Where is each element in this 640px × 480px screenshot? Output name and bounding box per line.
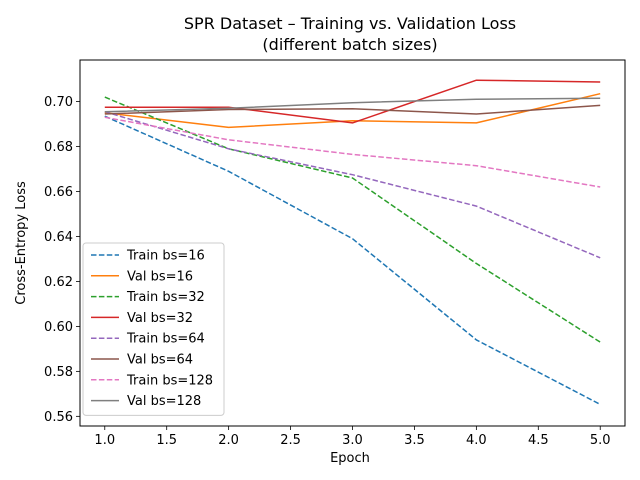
series-line-3 [104,79,601,124]
y-axis: 0.56 0.58 0.60 0.62 0.64 0.66 0.68 0.70 [44,95,80,425]
legend-box [82,242,225,416]
x-tick-label-0: 1.0 [94,433,115,448]
y-tick-label-0: 0.56 [44,410,73,425]
x-tick-label-2: 2.0 [218,433,239,448]
y-tick-label-1: 0.58 [44,365,73,380]
legend: Train bs=16 Val bs=16 Train bs=32 Val bs=32… [82,242,225,416]
x-tick-label-1: 1.5 [156,433,177,448]
x-tick-label-6: 4.0 [466,433,487,448]
legend-entry-3: Val bs=32 [127,311,193,326]
x-tick-label-5: 3.5 [404,433,425,448]
series-line-1 [104,92,601,129]
legend-entry-2: Train bs=32 [126,290,205,305]
x-axis: 1.0 1.5 2.0 2.5 3.0 3.5 4.0 4.5 5.0 [94,426,611,448]
series-line-4 [104,110,601,259]
y-tick-label-3: 0.62 [44,275,73,290]
legend-entry-6: Train bs=128 [126,373,213,388]
legend-entry-1: Val bs=16 [127,269,193,284]
series-line-5 [104,104,601,115]
x-tick-label-3: 2.5 [280,433,301,448]
y-tick-label-7: 0.70 [44,95,73,110]
chart-title: SPR Dataset – Training vs. Validation Lo… [184,14,516,33]
legend-entry-4: Train bs=64 [126,332,205,347]
x-axis-label: Epoch [330,451,370,466]
y-tick-label-5: 0.66 [44,185,73,200]
plot-lines [104,79,601,406]
series-line-6 [104,116,601,188]
series-line-0 [104,115,601,406]
legend-entry-5: Val bs=64 [127,353,193,368]
y-tick-label-6: 0.68 [44,140,73,155]
x-tick-label-7: 4.5 [528,433,549,448]
chart-subtitle: (different batch sizes) [262,35,437,54]
legend-entry-0: Train bs=16 [126,249,205,264]
y-axis-label: Cross-Entropy Loss [14,181,29,305]
y-tick-label-2: 0.60 [44,320,73,335]
y-tick-label-4: 0.64 [44,230,73,245]
legend-entry-7: Val bs=128 [127,394,201,409]
x-tick-label-4: 3.0 [342,433,363,448]
x-tick-label-8: 5.0 [590,433,611,448]
series-line-7 [104,97,601,113]
